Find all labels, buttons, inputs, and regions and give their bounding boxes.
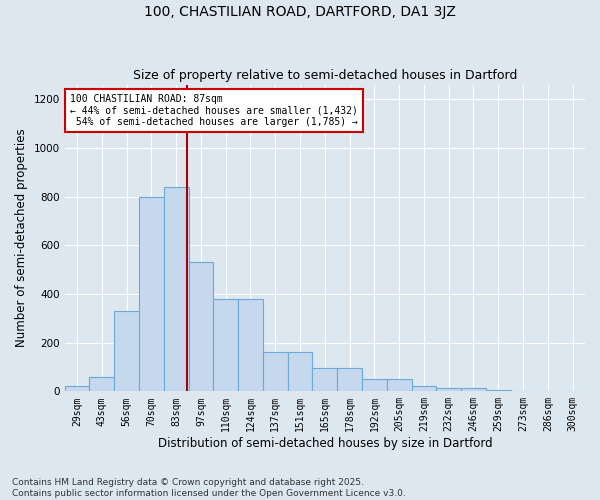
Bar (313, 368, 337, 392)
Bar (486, 390, 511, 392)
Bar (436, 388, 461, 392)
Title: Size of property relative to semi-detached houses in Dartford: Size of property relative to semi-detach… (133, 69, 517, 82)
Y-axis label: Number of semi-detached properties: Number of semi-detached properties (15, 128, 28, 348)
Bar (114, 311, 139, 392)
Bar (412, 386, 436, 392)
X-axis label: Distribution of semi-detached houses by size in Dartford: Distribution of semi-detached houses by … (158, 437, 492, 450)
Text: 100 CHASTILIAN ROAD: 87sqm
← 44% of semi-detached houses are smaller (1,432)
 54: 100 CHASTILIAN ROAD: 87sqm ← 44% of semi… (70, 94, 358, 127)
Bar (164, 187, 188, 392)
Bar (461, 388, 486, 392)
Bar (263, 352, 287, 392)
Bar (214, 299, 238, 392)
Bar (362, 379, 387, 392)
Text: 100, CHASTILIAN ROAD, DARTFORD, DA1 3JZ: 100, CHASTILIAN ROAD, DARTFORD, DA1 3JZ (144, 5, 456, 19)
Bar (188, 262, 214, 392)
Text: Contains HM Land Registry data © Crown copyright and database right 2025.
Contai: Contains HM Land Registry data © Crown c… (12, 478, 406, 498)
Bar (287, 352, 313, 392)
Bar (89, 376, 114, 392)
Bar (238, 299, 263, 392)
Bar (65, 386, 89, 392)
Bar (387, 379, 412, 392)
Bar (139, 196, 164, 392)
Bar (337, 368, 362, 392)
